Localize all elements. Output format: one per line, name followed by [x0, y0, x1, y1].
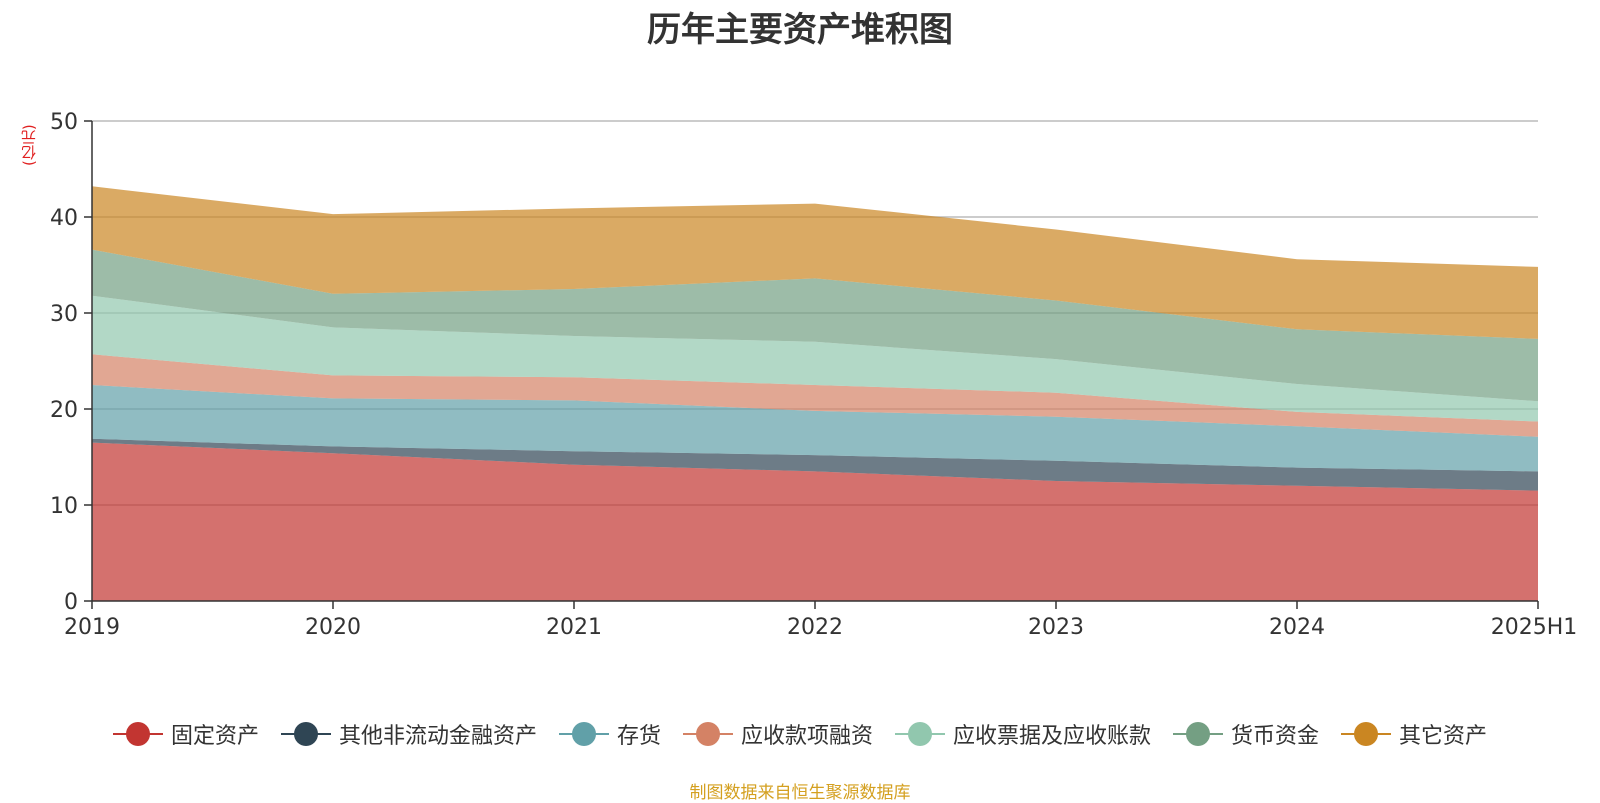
- area-series-5: [92, 295, 1538, 422]
- legend-marker-icon: [280, 721, 331, 747]
- legend-marker-icon: [895, 721, 945, 747]
- legend-item-7[interactable]: 其它资产: [1341, 718, 1487, 750]
- legend-label: 其他非流动金融资产: [338, 724, 537, 749]
- y-tick-label: 30: [50, 302, 78, 327]
- x-tick-label: 2021: [546, 615, 602, 640]
- legend-marker-icon: [1173, 721, 1224, 747]
- legend-label: 货币资金: [1231, 724, 1320, 749]
- legend-label: 应收款项融资: [740, 724, 873, 749]
- legend-label: 固定资产: [170, 724, 259, 749]
- area-series-7: [92, 186, 1538, 339]
- x-tick-label: 2023: [1028, 615, 1084, 640]
- legend-marker-icon: [682, 721, 733, 747]
- legend-label: 其它资产: [1399, 724, 1488, 749]
- legend-item-2[interactable]: 其他非流动金融资产: [280, 718, 537, 750]
- y-tick-label: 50: [50, 110, 78, 135]
- axes: 0 10 20 30 40 50 2019 2020 2021 2022 2023 2024 2025H…: [50, 110, 1577, 640]
- chart-legend: 固定资产 其他非流动金融资产 存货 应收款项融资 应收票据及应收账款 货币资金 其它资产: [0, 718, 1600, 750]
- y-tick-label: 0: [64, 590, 78, 615]
- x-tick-label: 2019: [64, 615, 120, 640]
- legend-item-3[interactable]: 存货: [558, 718, 661, 750]
- area-series-3: [92, 385, 1538, 472]
- area-series-1: [92, 442, 1538, 601]
- legend-label: 存货: [616, 724, 661, 749]
- area-series-6: [92, 249, 1538, 402]
- chart-title: 历年主要资产堆积图: [647, 10, 953, 50]
- legend-marker-icon: [558, 721, 609, 747]
- area-series-4: [92, 354, 1538, 437]
- y-tick-label: 20: [50, 398, 78, 423]
- x-tick-label: 2024: [1269, 615, 1325, 640]
- y-tick-label: 40: [50, 206, 78, 231]
- area-series-layer: [92, 186, 1538, 601]
- legend-item-5[interactable]: 应收票据及应收账款: [895, 718, 1151, 750]
- legend-item-6[interactable]: 货币资金: [1173, 718, 1319, 750]
- legend-item-1[interactable]: 固定资产: [112, 718, 259, 750]
- legend-marker-icon: [112, 721, 163, 747]
- legend-marker-icon: [1341, 721, 1392, 747]
- area-series-2: [92, 438, 1538, 491]
- y-tick-label: 10: [50, 494, 78, 519]
- stacked-area-chart: 0 10 20 30 40 50 2019 2020 2021 2022 2023 2024 2025H…: [50, 110, 1577, 640]
- legend-item-4[interactable]: 应收款项融资: [682, 718, 873, 750]
- legend-label: 应收票据及应收账款: [953, 724, 1152, 749]
- x-tick-label: 2022: [787, 615, 843, 640]
- x-tick-label: 2025H1: [1491, 615, 1578, 640]
- data-source-note: 制图数据来自恒生聚源数据库: [689, 783, 911, 803]
- x-tick-label: 2020: [305, 615, 361, 640]
